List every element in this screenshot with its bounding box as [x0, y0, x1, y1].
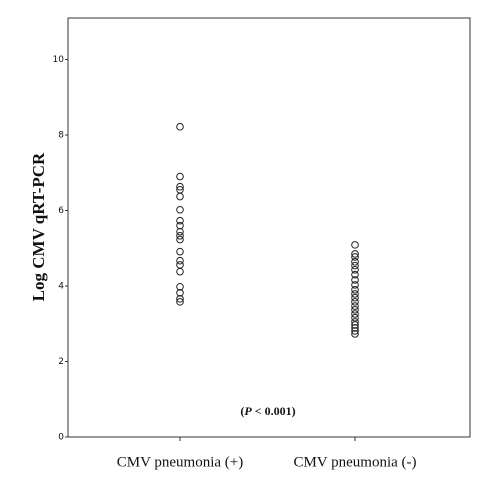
- data-point: [351, 261, 359, 270]
- data-point: [176, 227, 184, 236]
- plot-frame: [67, 17, 471, 438]
- y-tick-label: 0: [58, 433, 64, 443]
- data-point: [351, 310, 359, 318]
- data-point: [176, 256, 184, 265]
- data-point: [351, 285, 359, 294]
- data-point: [176, 221, 184, 230]
- data-point: [176, 298, 184, 306]
- data-point: [176, 122, 184, 131]
- annotation-part: P: [244, 404, 252, 418]
- data-point: [176, 182, 184, 191]
- data-point: [351, 324, 359, 332]
- data-point: [351, 265, 359, 274]
- data-point: [351, 330, 359, 338]
- data-point: [351, 241, 359, 249]
- data-point: [176, 267, 184, 276]
- data-point: [176, 289, 184, 297]
- data-point: [351, 305, 359, 314]
- data-point: [176, 192, 184, 201]
- data-point: [176, 295, 184, 303]
- data-point: [351, 281, 359, 289]
- data-point: [351, 253, 359, 261]
- data-point: [351, 270, 359, 279]
- data-point: [351, 321, 359, 329]
- data-point: [176, 172, 184, 181]
- x-tick-label: CMV pneumonia (-): [293, 454, 416, 470]
- data-point: [351, 250, 359, 258]
- y-tick-label: 10: [53, 55, 65, 65]
- data-point: [176, 205, 184, 214]
- data-point: [351, 293, 359, 302]
- data-point: [351, 318, 359, 326]
- y-tick-label: 8: [58, 131, 64, 141]
- annotation: (P < 0.001): [240, 404, 295, 418]
- data-point: [351, 258, 359, 266]
- data-point: [351, 276, 359, 284]
- data-point: [351, 290, 359, 298]
- data-point: [176, 235, 184, 244]
- y-tick-label: 6: [58, 206, 64, 216]
- data-point: [176, 282, 184, 291]
- data-point: [176, 261, 184, 269]
- data-point: [351, 313, 359, 322]
- y-axis-label: Log CMV qRT-PCR: [29, 152, 48, 301]
- data-point: [351, 327, 359, 335]
- y-tick-label: 4: [58, 282, 64, 292]
- data-point: [351, 302, 359, 310]
- annotation-part: < 0.001): [252, 404, 296, 418]
- data-point: [176, 216, 184, 225]
- data-point: [176, 247, 184, 256]
- y-tick-label: 2: [58, 357, 64, 367]
- x-tick-label: CMV pneumonia (+): [117, 454, 244, 470]
- data-point: [351, 298, 359, 306]
- data-point: [176, 232, 184, 240]
- annotation-part: (: [240, 404, 244, 418]
